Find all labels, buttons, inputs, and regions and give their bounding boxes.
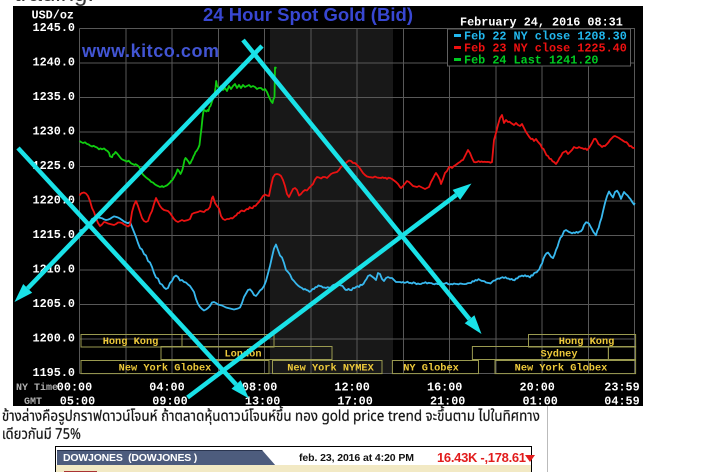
svg-text:New York NYMEX: New York NYMEX [287, 362, 374, 374]
svg-text:NY Time: NY Time [16, 382, 58, 394]
svg-text:00:00: 00:00 [57, 381, 92, 395]
svg-text:Feb 22 NY close 1208.30: Feb 22 NY close 1208.30 [464, 30, 627, 44]
svg-text:04:59: 04:59 [604, 395, 639, 407]
svg-text:1235.0: 1235.0 [33, 90, 75, 104]
svg-text:NY Globex: NY Globex [403, 362, 459, 374]
svg-text:01:00: 01:00 [522, 395, 557, 407]
svg-text:1200.0: 1200.0 [33, 332, 75, 346]
svg-text:12:00: 12:00 [334, 381, 369, 395]
svg-text:1245.0: 1245.0 [33, 21, 75, 35]
svg-text:1195.0: 1195.0 [33, 366, 75, 380]
svg-text:New York Globex: New York Globex [119, 362, 212, 374]
svg-text:04:00: 04:00 [149, 381, 184, 395]
svg-text:1230.0: 1230.0 [33, 125, 75, 139]
svg-text:GMT: GMT [24, 397, 42, 406]
svg-text:Feb 24 Last 1241.20: Feb 24 Last 1241.20 [464, 54, 599, 68]
svg-text:17:00: 17:00 [337, 395, 372, 407]
svg-text:13:00: 13:00 [245, 395, 280, 407]
svg-text:1205.0: 1205.0 [33, 297, 75, 311]
svg-text:Feb 23 NY close 1225.40: Feb 23 NY close 1225.40 [464, 42, 627, 56]
svg-text:Hong Kong: Hong Kong [559, 336, 615, 348]
svg-text:23:59: 23:59 [604, 381, 639, 395]
svg-text:08:00: 08:00 [242, 381, 277, 395]
svg-text:February 24, 2016 08:31: February 24, 2016 08:31 [460, 16, 623, 30]
svg-text:1215.0: 1215.0 [33, 228, 75, 242]
svg-text:1240.0: 1240.0 [33, 56, 75, 70]
svg-text:05:00: 05:00 [60, 395, 95, 407]
svg-text:21:00: 21:00 [430, 395, 465, 407]
svg-text:20:00: 20:00 [519, 381, 554, 395]
svg-text:24 Hour Spot Gold (Bid): 24 Hour Spot Gold (Bid) [203, 6, 413, 25]
svg-text:Hong Kong: Hong Kong [103, 336, 159, 348]
svg-text:USD/oz: USD/oz [32, 9, 74, 23]
svg-text:16:00: 16:00 [427, 381, 462, 395]
svg-text:New York Globex: New York Globex [515, 362, 608, 374]
svg-text:09:00: 09:00 [152, 395, 187, 407]
svg-text:1225.0: 1225.0 [33, 159, 75, 173]
svg-text:www.kitco.com: www.kitco.com [81, 41, 219, 61]
svg-text:Sydney: Sydney [540, 348, 577, 360]
